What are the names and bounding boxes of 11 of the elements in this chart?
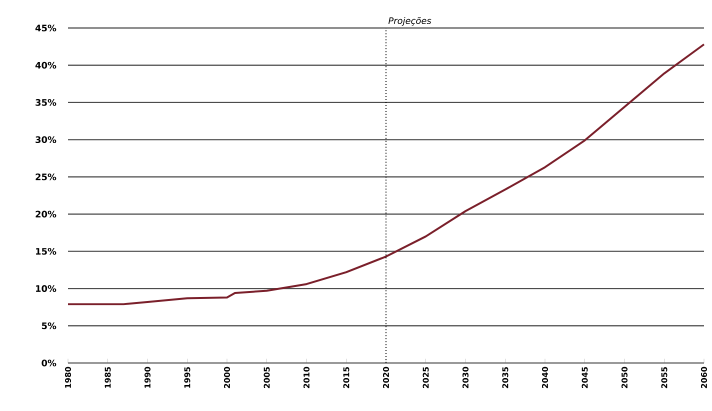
y-tick-label: 15%: [36, 248, 56, 255]
y-tick-label: 30%: [36, 136, 56, 144]
y-tick-label: 20%: [36, 210, 56, 218]
y-tick-label: 40%: [35, 62, 56, 69]
ref-line-label: Projeções: [388, 16, 432, 26]
y-tick-label: 10%: [36, 285, 56, 292]
y-tick-label: 45%: [35, 24, 56, 32]
y-tick-label: 25%: [36, 174, 56, 180]
y-tick-label: 0%: [42, 360, 56, 366]
y-tick-label: 5%: [42, 322, 56, 330]
y-tick-label: 35%: [36, 99, 56, 106]
